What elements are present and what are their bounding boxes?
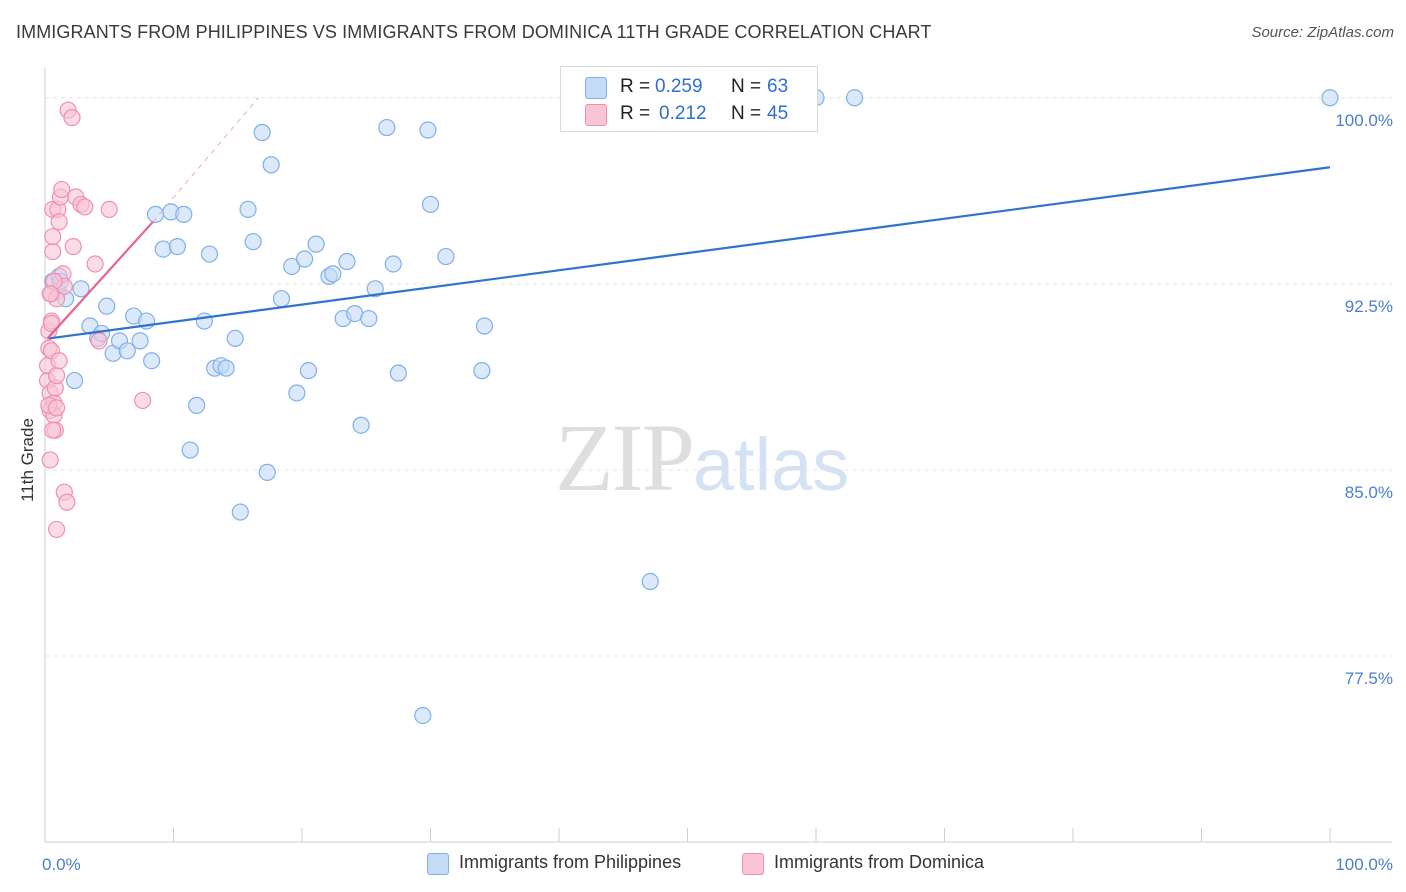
- philippines-point: [226, 329, 244, 348]
- philippines-point: [244, 233, 262, 251]
- legend-swatch-dominica: [585, 104, 607, 126]
- y-tick-label: 77.5%: [1345, 669, 1393, 688]
- philippines-point: [384, 255, 402, 273]
- dominica-point: [86, 255, 104, 273]
- dominica-point: [47, 367, 66, 385]
- philippines-point: [437, 247, 455, 266]
- dominica-point: [58, 493, 76, 511]
- legend-r-label: R =: [620, 76, 651, 97]
- dominica-trend-line: [46, 221, 154, 340]
- philippines-point: [378, 118, 396, 137]
- philippines-point: [146, 205, 165, 223]
- philippines-point: [324, 265, 342, 283]
- philippines-point: [295, 250, 314, 268]
- philippines-point: [195, 312, 213, 330]
- philippines-point: [217, 359, 235, 377]
- dominica-point: [76, 198, 94, 216]
- philippines-point: [389, 364, 407, 382]
- legend-n-value: 45: [767, 103, 789, 124]
- philippines-point: [188, 396, 206, 414]
- dominica-trend-extension: [152, 97, 259, 223]
- philippines-point: [258, 463, 276, 481]
- watermark-atlas: atlas: [693, 423, 850, 506]
- philippines-point: [98, 297, 116, 315]
- bottom-legend-swatch-dominica: [742, 853, 764, 875]
- philippines-point: [200, 245, 219, 263]
- watermark-zip: ZIP: [555, 404, 695, 511]
- bottom-legend-swatch-philippines: [427, 853, 449, 875]
- legend-n-label: N =: [731, 103, 762, 124]
- philippines-point: [307, 235, 325, 253]
- dominica-point: [63, 109, 81, 127]
- philippines-point: [360, 309, 378, 328]
- philippines-point: [845, 89, 864, 107]
- legend-r-label: R =: [620, 103, 651, 124]
- dominica-point: [64, 238, 82, 256]
- philippines-point: [414, 706, 432, 725]
- philippines-trend-line: [48, 166, 1331, 340]
- philippines-point: [65, 371, 84, 390]
- dominica-point: [44, 421, 62, 439]
- bottom-legend-label-dominica: Immigrants from Dominica: [774, 852, 985, 872]
- dominica-point: [100, 200, 118, 219]
- bottom-legend-label-philippines: Immigrants from Philippines: [459, 852, 682, 872]
- philippines-point: [338, 252, 356, 271]
- philippines-point: [239, 200, 257, 219]
- philippines-point: [1321, 89, 1339, 107]
- philippines-point: [262, 156, 280, 174]
- philippines-point: [181, 441, 199, 459]
- philippines-point: [352, 416, 370, 434]
- philippines-point: [475, 317, 494, 335]
- y-tick-label: 92.5%: [1345, 297, 1393, 316]
- philippines-point: [72, 280, 90, 298]
- legend-n-label: N =: [731, 76, 762, 97]
- dominica-point: [44, 242, 62, 261]
- philippines-point: [641, 572, 659, 591]
- philippines-point: [154, 240, 172, 258]
- philippines-point: [366, 280, 384, 298]
- dominica-point: [53, 180, 71, 199]
- philippines-point: [175, 205, 193, 223]
- philippines-point: [283, 257, 301, 276]
- dominica-point: [50, 352, 68, 370]
- dominica-point: [90, 332, 108, 350]
- dominica-point: [134, 391, 152, 410]
- y-tick-label: 85.0%: [1345, 483, 1393, 502]
- philippines-point: [231, 503, 249, 521]
- legend-r-value: 0.259: [655, 76, 703, 97]
- y-tick-label: 100.0%: [1335, 111, 1393, 130]
- dominica-point: [47, 520, 66, 539]
- philippines-point: [143, 352, 161, 370]
- philippines-point: [168, 238, 186, 256]
- dominica-point: [41, 451, 59, 469]
- dominica-point: [50, 213, 68, 231]
- philippines-point: [253, 123, 271, 142]
- watermark: ZIPatlas: [555, 402, 849, 513]
- philippines-point: [473, 362, 491, 380]
- x-tick-label: 100.0%: [1335, 855, 1393, 874]
- philippines-point: [272, 290, 291, 308]
- philippines-point: [299, 362, 318, 380]
- legend-swatch-philippines: [585, 77, 607, 99]
- x-tick-label: 0.0%: [42, 855, 81, 874]
- philippines-point: [131, 332, 149, 350]
- source-label: Source: ZipAtlas.com: [1251, 24, 1394, 41]
- legend-n-value: 63: [767, 76, 789, 97]
- legend-r-value: 0.212: [659, 103, 707, 124]
- philippines-point: [419, 121, 437, 139]
- dominica-point: [42, 314, 61, 333]
- philippines-point: [421, 195, 440, 214]
- philippines-point: [288, 384, 306, 402]
- chart-title: IMMIGRANTS FROM PHILIPPINES VS IMMIGRANT…: [16, 22, 932, 42]
- dominica-point: [44, 228, 62, 246]
- stats-legend: R = 0.259 N = 63 R = 0.212 N = 45: [560, 66, 818, 132]
- dominica-point: [47, 399, 66, 417]
- philippines-point: [118, 342, 136, 360]
- dominica-point: [41, 285, 59, 303]
